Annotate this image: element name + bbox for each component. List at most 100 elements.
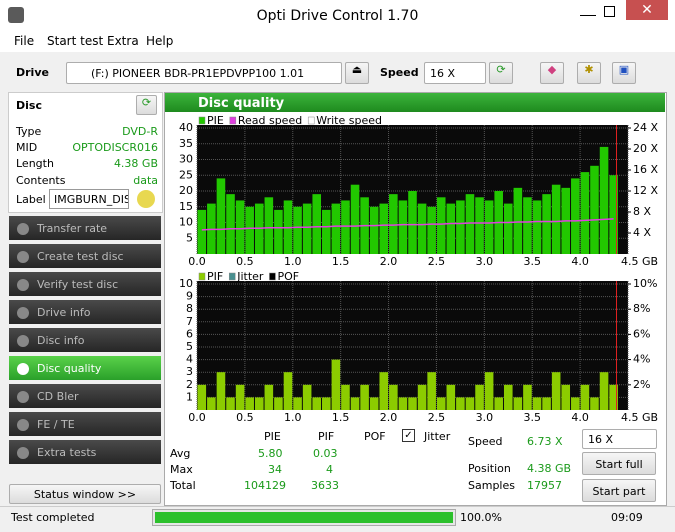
nav-button[interactable]: CD Bler [9, 384, 161, 410]
x-tick-label: 0.5 [236, 411, 254, 424]
bar [331, 359, 341, 410]
bar [503, 203, 513, 254]
x-tick-label: 3.5 [523, 411, 541, 424]
bar [580, 384, 590, 410]
bar [590, 397, 599, 410]
legend-swatch [269, 272, 276, 281]
x-tick-label: 1.0 [284, 411, 302, 424]
status-text: Test completed [11, 511, 95, 524]
nav-button[interactable]: Extra tests [9, 440, 161, 466]
legend-label: PIE [207, 114, 224, 127]
bar [322, 209, 331, 254]
y2-tick-label: 4 X [633, 226, 651, 239]
nav-button[interactable]: Disc info [9, 328, 161, 354]
title-bar [0, 0, 675, 30]
start-full-button[interactable]: Start full [582, 452, 656, 475]
bar [571, 178, 580, 254]
menu-item[interactable]: Help [146, 34, 174, 48]
y-tick-label: 20 [179, 184, 193, 197]
nav-label: Transfer rate [37, 222, 108, 235]
info-value: 17957 [527, 479, 562, 492]
y-tick-label: 6 [186, 327, 193, 340]
x-tick-label: 4.5 GB [621, 411, 658, 424]
bar [590, 165, 599, 254]
x-tick-label: 3.5 [523, 255, 541, 268]
nav-button[interactable]: Drive info [9, 300, 161, 326]
stats-header: PIE [264, 430, 281, 443]
x-tick-label: 1.5 [332, 411, 350, 424]
panel-header [165, 93, 665, 112]
bar [542, 194, 551, 254]
maximize[interactable] [604, 6, 615, 17]
close[interactable]: ✕ [626, 0, 668, 20]
stats-value: 34 [268, 463, 282, 476]
bar [551, 184, 561, 254]
bar [513, 397, 523, 410]
save-button[interactable]: ▣ [612, 62, 636, 84]
x-tick-label: 3.0 [476, 411, 494, 424]
bar [302, 203, 312, 254]
start-part-button[interactable]: Start part [582, 479, 656, 502]
nav-button[interactable]: Verify test disc [9, 272, 161, 298]
y2-tick-label: 16 X [633, 163, 658, 176]
panel-title: Disc quality [198, 96, 285, 111]
bar [245, 397, 254, 410]
nav-label: Extra tests [37, 446, 97, 459]
legend-label: Jitter [236, 270, 264, 283]
info-value: 6.73 X [527, 435, 563, 448]
bar [293, 206, 302, 254]
bar [302, 384, 312, 410]
stats-header: PIF [318, 430, 335, 443]
y-tick-label: 5 [186, 340, 193, 353]
menu-item[interactable]: Extra [107, 34, 139, 48]
nav-button[interactable]: Create test disc [9, 244, 161, 270]
test-speed-select[interactable]: 16 X [582, 429, 657, 449]
bar [503, 384, 513, 410]
nav-label: FE / TE [37, 418, 75, 431]
minimize[interactable] [580, 7, 596, 16]
bar [513, 187, 523, 254]
bar [580, 172, 590, 254]
drive-label: Drive [16, 66, 49, 79]
legend-label: PIF [207, 270, 223, 283]
refresh-button[interactable]: ⟳ [489, 62, 513, 84]
bar [274, 209, 283, 254]
y-tick-label: 4 [186, 353, 193, 366]
menu-item[interactable]: File [14, 34, 35, 48]
field-value: OPTODISCR016 [72, 141, 158, 154]
bar [609, 384, 618, 410]
y2-tick-label: 8% [633, 302, 650, 315]
x-tick-label: 0.5 [236, 255, 254, 268]
jitter-checkbox[interactable]: ✓ [402, 429, 415, 442]
erase-button[interactable]: ◆ [540, 62, 564, 84]
label-input[interactable]: IMGBURN_DIS [49, 189, 129, 209]
eject-button[interactable]: ⏏ [345, 62, 369, 84]
drive-select[interactable]: (F:) PIONEER BDR-PR1EPDVPP100 1.01 [66, 62, 342, 84]
speed-select[interactable]: 16 X [424, 62, 486, 84]
nav-label: CD Bler [37, 390, 79, 403]
y-tick-label: 10 [179, 216, 193, 229]
nav-button[interactable]: FE / TE [9, 412, 161, 438]
field-value: 4.38 GB [113, 157, 158, 170]
bar [456, 397, 465, 410]
settings-button[interactable]: ✱ [577, 62, 601, 84]
menu-item[interactable]: Start test [47, 34, 104, 48]
bar [609, 175, 618, 254]
stats-value: 5.80 [258, 447, 283, 460]
x-tick-label: 3.0 [476, 255, 494, 268]
nav-button[interactable]: Disc quality [9, 356, 161, 382]
progress-text: 100.0% [460, 511, 502, 524]
stats-value: 104129 [244, 479, 286, 492]
bar [360, 384, 369, 410]
nav-button[interactable]: Transfer rate [9, 216, 161, 242]
x-tick-label: 4.5 GB [621, 255, 658, 268]
legend-swatch [229, 116, 237, 125]
x-tick-label: 1.0 [284, 255, 302, 268]
menu-bar [0, 30, 675, 52]
disc-refresh[interactable]: ⟳ [136, 95, 157, 115]
stats-header: Jitter [424, 430, 451, 443]
status-window-button[interactable]: Status window >> [9, 484, 161, 504]
bar [561, 384, 571, 410]
info-label: Samples [468, 479, 515, 492]
clock: 09:09 [611, 511, 643, 524]
